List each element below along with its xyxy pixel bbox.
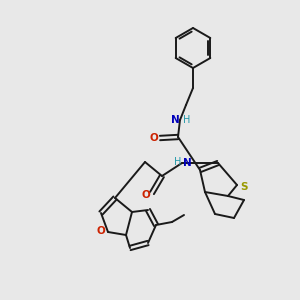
Text: O: O xyxy=(97,226,105,236)
Text: N: N xyxy=(183,158,191,168)
Text: H: H xyxy=(174,157,182,167)
Text: O: O xyxy=(142,190,150,200)
Text: N: N xyxy=(171,115,180,125)
Text: H: H xyxy=(183,115,191,125)
Text: S: S xyxy=(240,182,248,192)
Text: O: O xyxy=(150,133,158,143)
